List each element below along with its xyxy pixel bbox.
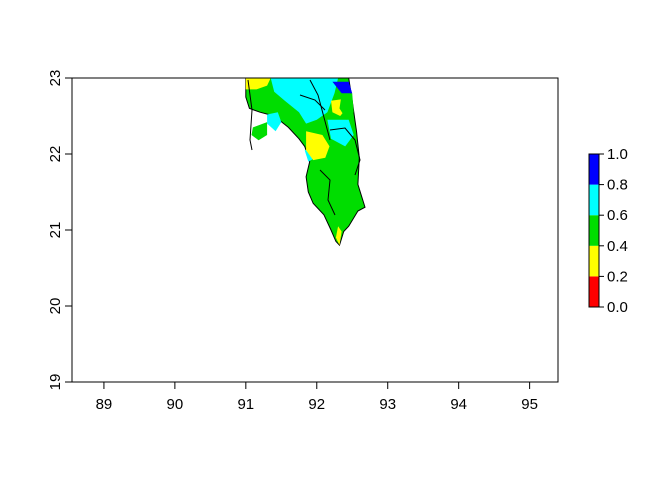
legend-label: 0.0 (607, 299, 628, 316)
raster-region (339, 93, 354, 120)
x-tick-label: 90 (167, 396, 184, 413)
legend-swatch (589, 276, 599, 307)
color-legend: 0.0 0.2 0.4 0.6 0.8 1.0 (588, 146, 628, 316)
raster-region (270, 78, 339, 124)
legend-label: 1.0 (607, 146, 628, 163)
legend-label: 0.2 (607, 268, 628, 285)
legend-swatch (589, 184, 599, 216)
raster-region (251, 122, 268, 141)
legend-swatch (589, 215, 599, 246)
x-tick-label: 93 (379, 396, 396, 413)
y-tick-label: 21 (47, 222, 64, 239)
y-tick-label: 19 (47, 374, 64, 391)
x-tick-label: 94 (450, 396, 467, 413)
boundary-line (329, 127, 361, 176)
raster-region (267, 112, 282, 132)
legend-swatch (589, 154, 599, 185)
legend-label: 0.4 (607, 238, 628, 255)
admin-boundaries (247, 79, 361, 216)
legend-frame (588, 153, 600, 308)
raster-region (306, 131, 330, 161)
y-tick-label: 20 (47, 298, 64, 315)
raster-region (245, 78, 271, 90)
x-tick-label: 95 (521, 396, 538, 413)
raster-layer (245, 77, 366, 247)
legend-swatch (589, 245, 599, 277)
x-tick-label: 89 (96, 396, 113, 413)
y-axis: 19 20 21 22 23 (47, 70, 72, 391)
legend-label: 0.8 (607, 177, 628, 194)
raster-region (335, 226, 342, 246)
boundary-line (299, 94, 326, 111)
y-tick-label: 23 (47, 70, 64, 87)
raster-region (327, 119, 354, 147)
boundary-line (319, 169, 336, 216)
x-tick-label: 91 (237, 396, 254, 413)
boundary-line (309, 79, 331, 141)
x-tick-label: 92 (308, 396, 325, 413)
raster-region (332, 81, 353, 94)
x-axis: 89 90 91 92 93 94 95 (96, 382, 538, 413)
legend-label: 0.6 (607, 207, 628, 224)
y-tick-label: 22 (47, 146, 64, 163)
boundary-line (247, 79, 253, 151)
